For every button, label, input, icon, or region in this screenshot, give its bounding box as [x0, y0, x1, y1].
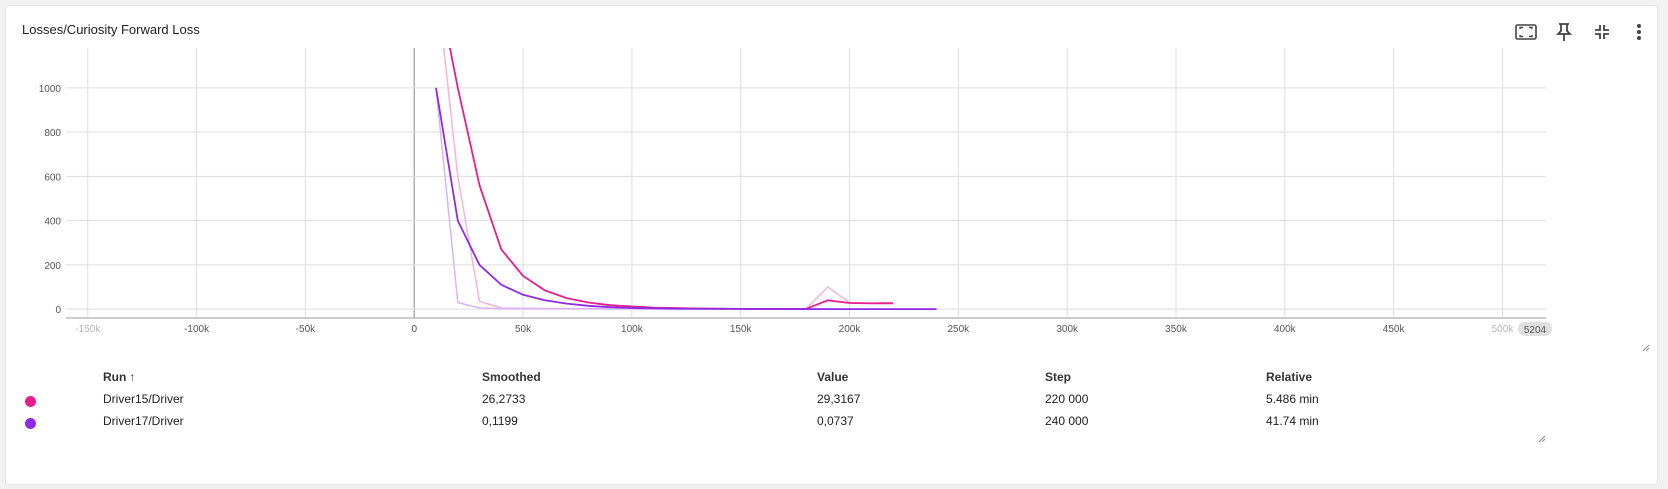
more-vert-icon — [1636, 23, 1642, 41]
y-tick-label: 200 — [44, 261, 61, 272]
series-raw-line — [435, 87, 937, 310]
value-column-header[interactable]: Value — [817, 370, 849, 384]
collapse-icon — [1594, 24, 1610, 40]
run-name: Driver17/Driver — [103, 414, 184, 428]
x-tick-label: 400k — [1274, 324, 1297, 335]
pin-icon — [1556, 22, 1572, 42]
x-tick-label: 150k — [730, 324, 753, 335]
run-name: Driver15/Driver — [103, 392, 184, 406]
y-tick-label: 600 — [44, 172, 61, 183]
fit-domain-button[interactable] — [1512, 18, 1540, 46]
x-tick-label: 350k — [1165, 324, 1188, 335]
more-button[interactable] — [1625, 18, 1653, 46]
run-column-header[interactable]: Run ↑ — [103, 370, 136, 384]
collapse-button[interactable] — [1588, 18, 1616, 46]
raw-value: 29,3167 — [817, 392, 861, 406]
x-tick-label: 50k — [515, 324, 532, 335]
x-edge-label: 5204 — [1524, 325, 1547, 336]
x-tick-label: 0 — [411, 324, 417, 335]
y-tick-label: 0 — [55, 305, 61, 316]
smoothed-value: 26,2733 — [482, 392, 526, 406]
relative-time: 5.486 min — [1266, 392, 1319, 406]
series-smoothed-line — [449, 48, 894, 310]
relative-column-header[interactable]: Relative — [1266, 370, 1313, 384]
series-raw-line — [442, 48, 894, 310]
x-tick-label: 200k — [839, 324, 862, 335]
card-resize-handle[interactable] — [1538, 430, 1546, 443]
line-chart[interactable]: -150k -100k -50k 0 50k 100k 150k 200k 250k 300k 35… — [6, 6, 1656, 356]
y-tick-label: 800 — [44, 128, 61, 139]
chart-card: Losses/Curiosity Forward Loss -150k -100k… — [5, 5, 1658, 485]
fit-to-screen-icon — [1515, 23, 1537, 41]
chart-resize-handle[interactable] — [1642, 339, 1650, 352]
smoothed-column-header[interactable]: Smoothed — [482, 370, 541, 384]
table-row[interactable]: Driver15/Driver 26,2733 29,3167 220 000 … — [6, 392, 1656, 414]
relative-time: 41.74 min — [1266, 414, 1319, 428]
x-edge-badge — [1518, 322, 1552, 336]
chart-title: Losses/Curiosity Forward Loss — [22, 22, 200, 37]
y-tick-label: 400 — [44, 217, 61, 228]
series-smoothed-line — [435, 87, 937, 311]
x-tick-label: 100k — [621, 324, 644, 335]
run-color-swatch[interactable] — [25, 418, 36, 429]
run-color-swatch[interactable] — [25, 396, 36, 407]
step-column-header[interactable]: Step — [1045, 370, 1072, 384]
y-tick-label: 1000 — [39, 84, 62, 95]
smoothed-value: 0,1199 — [482, 414, 518, 428]
x-tick-label: -50k — [296, 324, 316, 335]
step-value: 240 000 — [1045, 414, 1089, 428]
x-tick-label: -150k — [75, 324, 101, 335]
sort-ascending-icon: ↑ — [129, 370, 136, 384]
x-tick-label: 250k — [948, 324, 971, 335]
step-value: 220 000 — [1045, 392, 1089, 406]
x-tick-label: 300k — [1056, 324, 1079, 335]
x-tick-label: 450k — [1383, 324, 1406, 335]
table-row[interactable]: Driver17/Driver 0,1199 0,0737 240 000 41… — [6, 414, 1656, 436]
raw-value: 0,0737 — [817, 414, 854, 428]
x-tick-label: -100k — [184, 324, 210, 335]
pin-button[interactable] — [1550, 18, 1578, 46]
x-tick-label: 500k — [1492, 324, 1515, 335]
